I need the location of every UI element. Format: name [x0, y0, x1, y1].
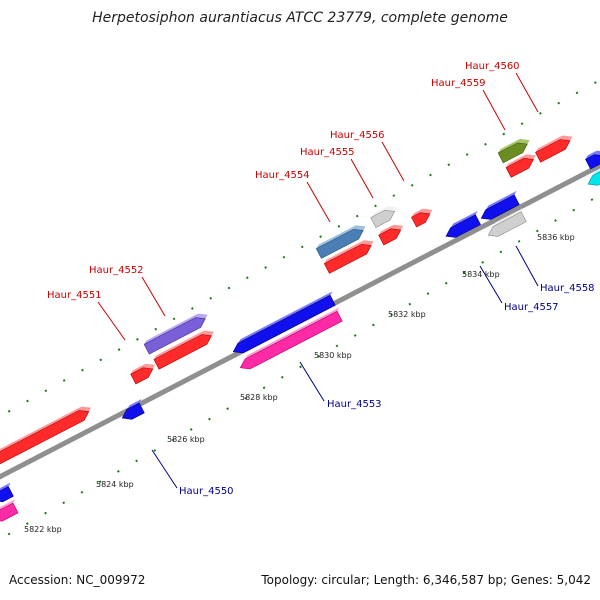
accession-text: Accession: NC_009972	[9, 573, 146, 587]
scale-label-5824: 5824 kbp	[96, 480, 134, 489]
map-title: Herpetosiphon aurantiacus ATCC 23779, co…	[92, 10, 508, 26]
gene-arrow-rev-4-body	[480, 194, 520, 220]
topology-summary: Topology: circular; Length: 6,346,587 bp…	[261, 573, 591, 587]
gene-arrow-fwd-2-top-face	[130, 363, 156, 375]
gene-arrow-4554-body	[315, 228, 364, 259]
gene-arrow-4552[interactable]	[143, 313, 208, 355]
gene-arrow-4557-body	[445, 214, 481, 238]
leader-haur-4556	[381, 141, 405, 182]
gene-arrow-rev-2[interactable]	[0, 499, 19, 522]
gene-arrow-fwd-2-body	[130, 367, 154, 385]
gene-label-haur-4558[interactable]: Haur_4558	[540, 283, 595, 294]
gene-arrow-fwd-4[interactable]	[323, 240, 374, 274]
gene-arrow-fwd-1[interactable]	[0, 406, 92, 467]
gene-arrow-fwd-6-top-face	[411, 208, 433, 218]
gene-label-haur-4553[interactable]: Haur_4553	[327, 399, 382, 410]
gene-label-haur-4559[interactable]: Haur_4559	[431, 78, 486, 89]
scale-label-5832: 5832 kbp	[388, 310, 426, 319]
gene-arrow-rev-3[interactable]	[232, 291, 336, 354]
gene-arrow-4558-body	[487, 211, 527, 237]
gene-arrow-fwd-6-body	[411, 212, 431, 228]
gene-arrow-fwd-3-top-face	[153, 330, 214, 360]
gene-arrow-4554-top-face	[316, 225, 366, 249]
scale-label-5836: 5836 kbp	[537, 233, 575, 242]
gene-label-haur-4551[interactable]: Haur_4551	[47, 290, 102, 301]
scale-label-5834: 5834 kbp	[462, 270, 500, 279]
gene-label-haur-4550[interactable]: Haur_4550	[179, 486, 234, 497]
gene-arrow-fwd-7-body	[505, 158, 534, 178]
gene-arrow-4559[interactable]	[497, 138, 530, 164]
leader-haur-4560	[515, 72, 539, 113]
leader-haur-4552	[141, 276, 166, 317]
gene-arrow-4559-body	[497, 142, 528, 164]
gene-arrow-rev-2-body	[0, 502, 19, 522]
gene-arrow-4559-top-face	[498, 138, 530, 154]
gene-arrow-4561[interactable]	[587, 167, 600, 186]
gene-arrow-fwd-8[interactable]	[585, 150, 600, 170]
gene-arrow-4561-body	[587, 171, 600, 186]
gene-arrow-4557-top-face	[446, 210, 478, 237]
gene-arrow-rev-4-top-face	[481, 190, 517, 219]
gene-arrow-rev-4[interactable]	[480, 190, 520, 220]
leader-haur-4551	[97, 301, 126, 341]
scale-label-5830: 5830 kbp	[314, 351, 352, 360]
tick-track-lower	[0, 194, 600, 541]
leader-haur-4555	[350, 158, 374, 199]
gene-arrow-4555-top-face	[370, 206, 398, 218]
gene-arrow-4554[interactable]	[315, 225, 366, 259]
gene-label-haur-4554[interactable]: Haur_4554	[255, 170, 310, 181]
gene-arrow-4553-body	[239, 310, 343, 370]
gene-label-haur-4557[interactable]: Haur_4557	[504, 302, 559, 313]
gene-arrow-4557[interactable]	[445, 210, 481, 238]
gene-arrow-fwd-7-top-face	[506, 154, 536, 168]
gene-arrow-4552-body	[143, 317, 206, 355]
gene-arrow-rev-1-body	[0, 486, 14, 503]
gene-arrow-4558[interactable]	[487, 207, 527, 237]
gene-arrow-4553-top-face	[240, 307, 340, 368]
gene-label-haur-4560[interactable]: Haur_4560	[465, 61, 520, 72]
gene-arrow-4558-top-face	[488, 207, 524, 236]
gene-label-haur-4556[interactable]: Haur_4556	[330, 130, 385, 141]
leader-haur-4553	[299, 361, 325, 402]
gene-arrow-fwd-5[interactable]	[378, 224, 404, 246]
gene-arrow-rev-3-top-face	[233, 291, 333, 352]
gene-arrow-fwd-6[interactable]	[411, 208, 433, 228]
leader-haur-4557	[479, 265, 503, 304]
gene-arrow-fwd-1-body	[0, 410, 90, 465]
scale-label-5826: 5826 kbp	[167, 435, 205, 444]
gene-arrow-4555-body	[370, 209, 396, 228]
gene-arrow-4553[interactable]	[239, 307, 343, 370]
gene-arrow-fwd-4-top-face	[324, 240, 374, 264]
gene-arrow-rev-1[interactable]	[0, 482, 14, 503]
gene-arrow-fwd-4-body	[323, 243, 372, 274]
tick-track-upper	[0, 79, 600, 418]
leader-haur-4558	[515, 245, 539, 287]
gene-arrow-4555[interactable]	[370, 206, 398, 228]
scale-label-5828: 5828 kbp	[240, 393, 278, 402]
gene-arrow-4560-body	[535, 139, 571, 163]
gene-arrow-4552-top-face	[144, 313, 208, 345]
leader-haur-4550	[151, 449, 178, 489]
gene-arrow-fwd-3[interactable]	[153, 330, 214, 370]
gene-arrow-4550[interactable]	[121, 399, 145, 420]
gene-arrow-4550-top-face	[122, 399, 142, 419]
gene-arrow-4560[interactable]	[535, 135, 573, 163]
gene-arrow-fwd-2[interactable]	[130, 363, 156, 385]
gene-arrow-rev-1-top-face	[0, 482, 11, 491]
gene-label-haur-4552[interactable]: Haur_4552	[89, 265, 144, 276]
gene-arrow-fwd-8-body	[585, 154, 600, 170]
gene-arrow-fwd-3-body	[153, 334, 212, 370]
gene-arrow-4550-body	[121, 402, 145, 420]
gene-arrow-4561-top-face	[588, 168, 600, 185]
gene-arrow-fwd-7[interactable]	[505, 154, 536, 178]
gene-arrow-fwd-5-body	[378, 228, 402, 246]
gene-arrow-fwd-5-top-face	[378, 224, 404, 236]
gene-arrow-rev-3-body	[232, 294, 336, 354]
leader-haur-4554	[306, 181, 331, 223]
leader-haur-4559	[482, 89, 506, 131]
gene-arrow-rev-2-top-face	[0, 499, 16, 510]
scale-label-5822: 5822 kbp	[24, 525, 62, 534]
gene-label-haur-4555[interactable]: Haur_4555	[300, 147, 355, 158]
